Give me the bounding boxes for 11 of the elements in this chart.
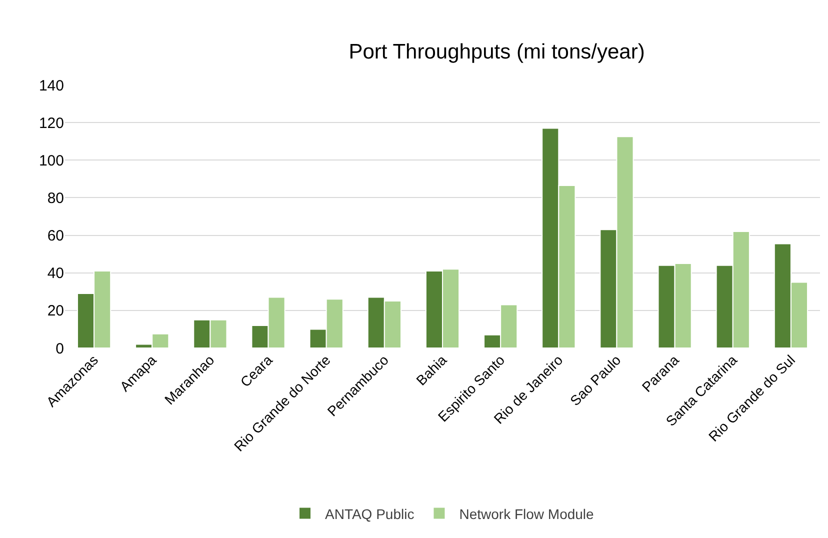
y-tick-label: 140 xyxy=(38,77,64,94)
y-tick-label: 0 xyxy=(56,340,64,358)
y-tick-label: 60 xyxy=(47,228,64,245)
legend-label: ANTAQ Public xyxy=(325,506,414,522)
y-tick-label: 120 xyxy=(38,114,64,132)
legend-label: Network Flow Module xyxy=(459,506,594,522)
y-tick-label: 100 xyxy=(38,152,64,170)
chart-title: Port Throughputs (mi tons/year) xyxy=(348,40,645,64)
y-tick-label: 80 xyxy=(47,190,64,207)
y-tick-label: 20 xyxy=(47,302,64,320)
y-tick-label: 40 xyxy=(47,265,64,282)
